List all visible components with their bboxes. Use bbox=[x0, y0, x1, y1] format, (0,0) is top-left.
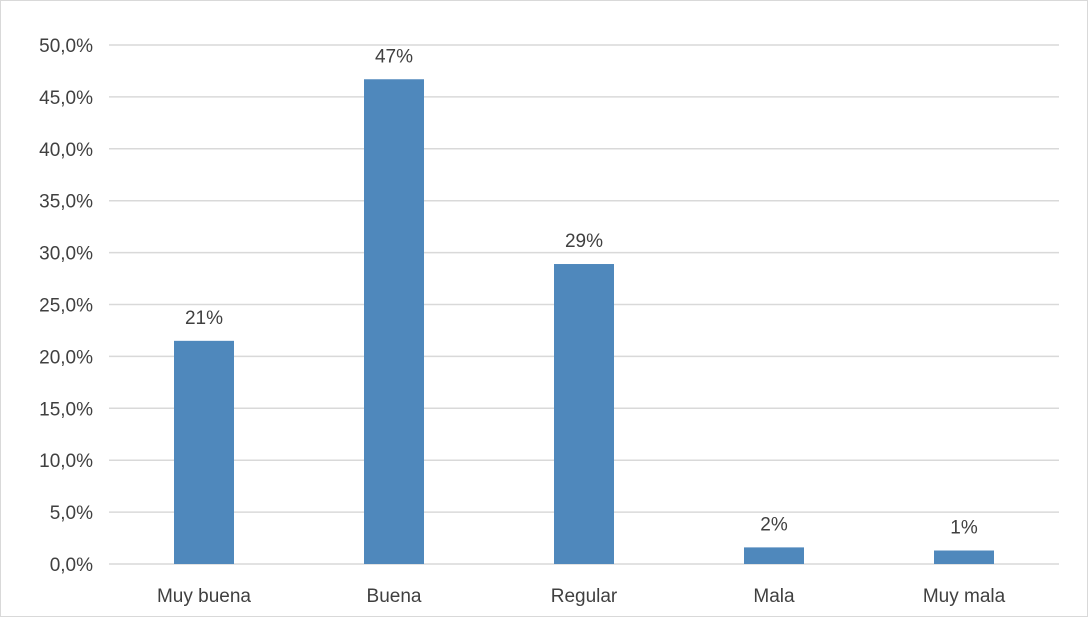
y-tick-label: 5,0% bbox=[50, 503, 93, 524]
data-label: 2% bbox=[760, 514, 788, 535]
x-axis-tick-labels: Muy buena Buena Regular Mala Muy mala bbox=[157, 586, 1006, 607]
data-label: 47% bbox=[375, 46, 413, 67]
y-tick-label: 0,0% bbox=[50, 555, 93, 576]
x-tick-label: Regular bbox=[551, 586, 618, 607]
x-tick-label: Muy mala bbox=[923, 586, 1006, 607]
bars bbox=[174, 79, 994, 564]
bar-regular bbox=[554, 264, 614, 564]
y-axis-tick-labels: 0,0% 5,0% 10,0% 15,0% 20,0% 25,0% 30,0% 35,0% 40… bbox=[39, 36, 93, 576]
y-tick-label: 30,0% bbox=[39, 244, 93, 265]
data-label: 29% bbox=[565, 231, 603, 252]
y-tick-label: 20,0% bbox=[39, 347, 93, 368]
x-tick-label: Mala bbox=[753, 586, 795, 607]
y-tick-label: 50,0% bbox=[39, 36, 93, 57]
bar-mala bbox=[744, 547, 804, 564]
data-label: 1% bbox=[950, 518, 978, 539]
x-tick-label: Muy buena bbox=[157, 586, 251, 607]
y-tick-label: 40,0% bbox=[39, 140, 93, 161]
y-tick-label: 15,0% bbox=[39, 399, 93, 420]
y-tick-label: 25,0% bbox=[39, 296, 93, 317]
data-label: 21% bbox=[185, 308, 223, 329]
y-tick-label: 10,0% bbox=[39, 451, 93, 472]
data-labels: 21% 47% 29% 2% 1% bbox=[185, 46, 978, 538]
y-tick-label: 35,0% bbox=[39, 192, 93, 213]
bar-buena bbox=[364, 79, 424, 564]
y-tick-label: 45,0% bbox=[39, 88, 93, 109]
bar-muy-mala bbox=[934, 550, 994, 564]
bar-muy-buena bbox=[174, 340, 234, 564]
x-tick-label: Buena bbox=[367, 586, 422, 607]
